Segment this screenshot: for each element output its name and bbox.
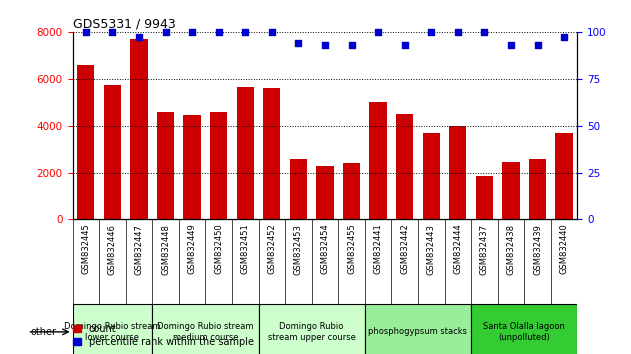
Text: Domingo Rubio
stream upper course: Domingo Rubio stream upper course	[268, 322, 356, 342]
Text: Domingo Rubio stream
medium course: Domingo Rubio stream medium course	[157, 322, 254, 342]
Point	[187, 29, 197, 35]
Bar	[152, 304, 259, 354]
Bar	[263, 88, 280, 219]
Point	[346, 42, 357, 48]
Text: GSM832437: GSM832437	[480, 224, 489, 275]
Point	[134, 35, 144, 40]
Text: GSM832447: GSM832447	[134, 224, 143, 275]
Point	[160, 29, 170, 35]
Text: GSM832454: GSM832454	[321, 224, 329, 274]
Bar	[77, 65, 95, 219]
Point	[320, 42, 330, 48]
Text: GSM832450: GSM832450	[214, 224, 223, 274]
Bar	[343, 163, 360, 219]
Point	[267, 29, 277, 35]
Point	[214, 29, 224, 35]
Bar	[316, 166, 334, 219]
Point	[373, 29, 383, 35]
Point	[107, 29, 117, 35]
Point	[480, 29, 490, 35]
Point	[559, 35, 569, 40]
Text: GSM832446: GSM832446	[108, 224, 117, 275]
Text: GSM832441: GSM832441	[374, 224, 382, 274]
Point	[453, 29, 463, 35]
Text: GSM832442: GSM832442	[400, 224, 409, 274]
Point	[293, 40, 304, 46]
Bar	[131, 39, 148, 219]
Bar	[471, 304, 577, 354]
Bar	[476, 176, 493, 219]
Bar	[529, 159, 546, 219]
Text: GSM832453: GSM832453	[294, 224, 303, 275]
Text: phosphogypsum stacks: phosphogypsum stacks	[369, 327, 468, 336]
Bar	[449, 126, 466, 219]
Bar	[365, 304, 471, 354]
Point	[506, 42, 516, 48]
Text: GSM832455: GSM832455	[347, 224, 356, 274]
Text: GSM832445: GSM832445	[81, 224, 90, 274]
Text: GSM832440: GSM832440	[560, 224, 569, 274]
Text: GSM832448: GSM832448	[161, 224, 170, 275]
Bar	[210, 112, 227, 219]
Bar	[237, 87, 254, 219]
Bar	[370, 102, 387, 219]
Text: GSM832438: GSM832438	[507, 224, 516, 275]
Point	[399, 42, 410, 48]
Bar	[103, 85, 121, 219]
Bar	[396, 114, 413, 219]
Text: GSM832452: GSM832452	[268, 224, 276, 274]
Bar	[259, 304, 365, 354]
Text: Domingo Rubio stream
lower course: Domingo Rubio stream lower course	[64, 322, 161, 342]
Point	[426, 29, 436, 35]
Text: Santa Olalla lagoon
(unpolluted): Santa Olalla lagoon (unpolluted)	[483, 322, 565, 342]
Text: GSM832443: GSM832443	[427, 224, 436, 275]
Bar	[555, 133, 573, 219]
Point	[533, 42, 543, 48]
Bar	[290, 159, 307, 219]
Bar	[423, 133, 440, 219]
Bar	[502, 162, 519, 219]
Text: GSM832444: GSM832444	[453, 224, 463, 274]
Text: GSM832439: GSM832439	[533, 224, 542, 275]
Point	[240, 29, 251, 35]
Bar	[184, 115, 201, 219]
Text: GDS5331 / 9943: GDS5331 / 9943	[73, 18, 175, 31]
Point	[81, 29, 91, 35]
Text: GSM832449: GSM832449	[187, 224, 197, 274]
Text: GSM832451: GSM832451	[241, 224, 250, 274]
Bar	[157, 112, 174, 219]
Text: other: other	[31, 327, 57, 337]
Legend: count, percentile rank within the sample: count, percentile rank within the sample	[71, 322, 256, 349]
Bar	[73, 304, 152, 354]
